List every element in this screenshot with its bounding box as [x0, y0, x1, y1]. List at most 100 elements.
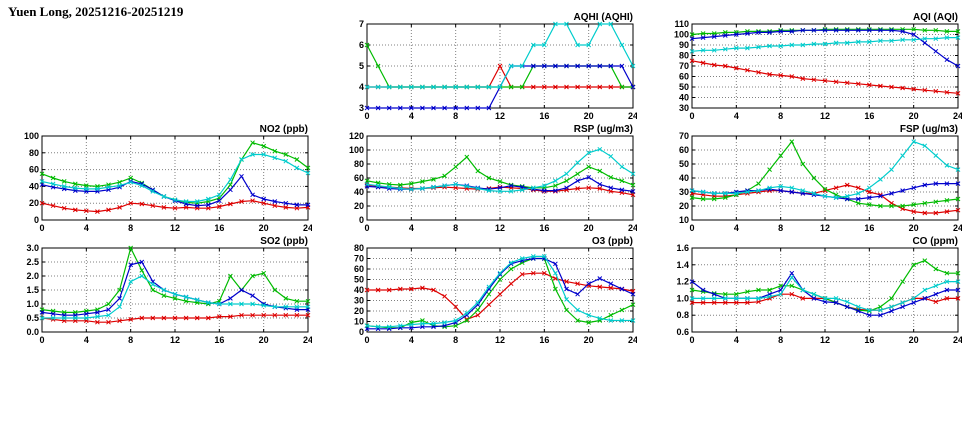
y-tick-label: 1.0	[676, 293, 689, 303]
x-tick-label: 12	[495, 111, 505, 121]
chart-title: AQI (AQI)	[913, 12, 958, 23]
y-tick-label: 30	[679, 103, 689, 113]
x-tick-label: 20	[909, 223, 919, 233]
x-tick-label: 8	[778, 223, 783, 233]
series-markers-blue	[689, 27, 961, 69]
y-tick-label: 4	[359, 82, 364, 92]
series-markers-cyan	[689, 275, 961, 313]
x-tick-label: 12	[820, 111, 830, 121]
x-tick-label: 4	[734, 223, 739, 233]
chart-svg-no2: 0 4 8 12 16 20 24 0 20 40 60 80 100 NO2 (ppb)	[24, 124, 313, 233]
chart-title: SO2 (ppb)	[260, 236, 308, 247]
chart-fsp: 0 4 8 12 16 20 24 10 20 30 40 50 60 70 FSP (ug/m3)	[662, 124, 963, 234]
x-tick-label: 8	[453, 335, 458, 345]
series-markers-red	[689, 58, 961, 96]
x-tick-label: 0	[39, 335, 44, 345]
series-markers-cyan	[39, 152, 311, 204]
chart-svg-aqhi: 0 4 8 12 16 20 24 3 4 5 6 7 AQHI (AQHI)	[359, 12, 638, 121]
x-tick-label: 24	[303, 335, 312, 345]
x-tick-label: 0	[364, 223, 369, 233]
y-tick-label: 20	[29, 198, 39, 208]
x-tick-label: 4	[409, 111, 414, 121]
x-tick-label: 16	[864, 335, 874, 345]
chart-co: 0 4 8 12 16 20 24 0.6 0.8 1.0 1.2 1.4 1.6 CO (ppm)	[662, 236, 963, 346]
x-tick-label: 12	[495, 223, 505, 233]
y-tick-label: 40	[354, 285, 364, 295]
x-tick-label: 12	[495, 335, 505, 345]
y-tick-label: 60	[354, 173, 364, 183]
y-tick-label: 20	[679, 201, 689, 211]
series-line-green	[691, 259, 958, 312]
y-tick-label: 70	[679, 61, 689, 71]
x-tick-label: 8	[778, 111, 783, 121]
x-tick-label: 20	[259, 335, 269, 345]
x-tick-label: 8	[128, 223, 133, 233]
y-tick-label: 0	[359, 215, 364, 225]
x-tick-label: 16	[864, 223, 874, 233]
y-tick-label: 80	[29, 148, 39, 158]
y-tick-label: 80	[354, 159, 364, 169]
chart-svg-co: 0 4 8 12 16 20 24 0.6 0.8 1.0 1.2 1.4 1.6 CO (ppm)	[676, 236, 963, 345]
y-tick-label: 0.5	[26, 313, 39, 323]
chart-title: FSP (ug/m3)	[900, 124, 958, 135]
x-tick-label: 16	[864, 111, 874, 121]
y-tick-label: 0	[359, 327, 364, 337]
x-tick-label: 24	[953, 335, 962, 345]
x-tick-label: 4	[409, 223, 414, 233]
x-tick-label: 8	[453, 111, 458, 121]
x-tick-label: 24	[628, 111, 637, 121]
x-tick-label: 16	[214, 223, 224, 233]
chart-title: CO (ppm)	[912, 236, 958, 247]
y-tick-label: 0	[34, 215, 39, 225]
y-tick-label: 6	[359, 40, 364, 50]
series-markers-red	[39, 198, 311, 214]
y-tick-label: 80	[354, 243, 364, 253]
series-markers-red	[364, 270, 636, 322]
x-tick-label: 4	[734, 111, 739, 121]
chart-aqhi: 0 4 8 12 16 20 24 3 4 5 6 7 AQHI (AQHI)	[337, 12, 638, 122]
series-markers-blue	[364, 256, 636, 332]
y-tick-label: 30	[679, 187, 689, 197]
y-tick-label: 70	[679, 131, 689, 141]
y-tick-label: 1.5	[26, 285, 39, 295]
page-title: Yuen Long, 20251216-20251219	[8, 4, 184, 19]
x-tick-label: 16	[214, 335, 224, 345]
chart-title: NO2 (ppb)	[260, 124, 308, 135]
y-tick-label: 100	[24, 131, 39, 141]
x-tick-label: 24	[628, 223, 637, 233]
chart-svg-so2: 0 4 8 12 16 20 24 0.0 0.5 1.0 1.5 2.0 2.5 3.0 SO2 (ppb…	[26, 236, 313, 345]
chart-svg-rsp: 0 4 8 12 16 20 24 0 20 40 60 80 100 120 RSP (ug/m3)	[349, 124, 638, 233]
x-tick-label: 20	[259, 223, 269, 233]
y-tick-label: 100	[674, 30, 689, 40]
y-tick-label: 50	[679, 159, 689, 169]
chart-title: O3 (ppb)	[592, 236, 633, 247]
y-tick-label: 10	[679, 215, 689, 225]
y-tick-label: 50	[679, 82, 689, 92]
chart-o3: 0 4 8 12 16 20 24 0 10 20 30 40 50 60 70 80 O3 (ppb)	[337, 236, 638, 346]
x-tick-label: 8	[453, 223, 458, 233]
series-markers-red	[364, 182, 636, 198]
x-tick-label: 4	[409, 335, 414, 345]
y-tick-label: 60	[354, 264, 364, 274]
y-tick-label: 120	[349, 131, 364, 141]
y-tick-label: 40	[29, 181, 39, 191]
series-markers-cyan	[689, 139, 961, 200]
y-tick-label: 1.2	[676, 277, 689, 287]
x-tick-label: 16	[539, 335, 549, 345]
series-markers-cyan	[364, 254, 636, 330]
x-tick-label: 12	[820, 335, 830, 345]
y-tick-label: 0.6	[676, 327, 689, 337]
y-tick-label: 80	[679, 51, 689, 61]
x-tick-label: 0	[364, 111, 369, 121]
y-tick-label: 90	[679, 40, 689, 50]
x-tick-label: 0	[689, 223, 694, 233]
y-tick-label: 60	[29, 165, 39, 175]
y-tick-label: 0.0	[26, 327, 39, 337]
x-tick-label: 24	[628, 335, 637, 345]
x-tick-label: 20	[584, 335, 594, 345]
x-tick-label: 4	[84, 223, 89, 233]
y-tick-label: 40	[679, 173, 689, 183]
chart-no2: 0 4 8 12 16 20 24 0 20 40 60 80 100 NO2 (ppb)	[12, 124, 313, 234]
x-tick-label: 0	[689, 111, 694, 121]
